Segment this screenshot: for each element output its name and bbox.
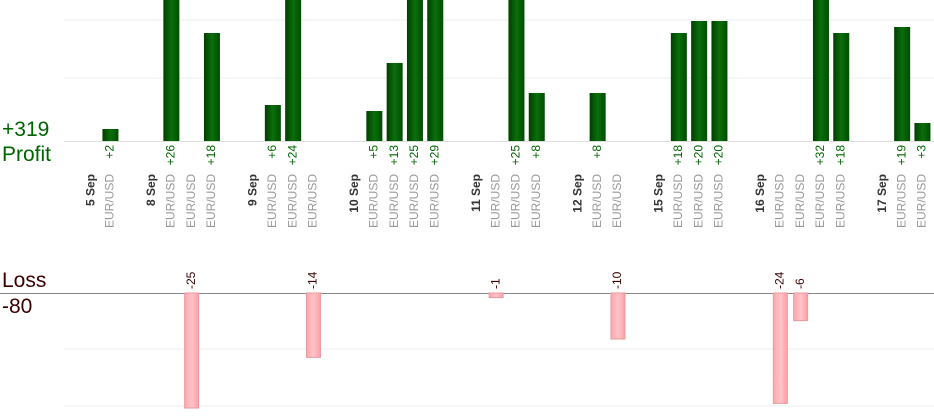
pair-label: EUR/USD [407, 174, 421, 228]
loss-value-label: -14 [306, 271, 320, 289]
pair-label: EUR/USD [793, 174, 807, 228]
profit-value-label: +25 [509, 145, 523, 166]
loss-value-label: -24 [773, 271, 787, 289]
loss-label: Loss [2, 269, 47, 292]
loss-value-label: -25 [184, 271, 198, 289]
pair-label: EUR/USD [184, 174, 198, 228]
pair-label: EUR/USD [164, 174, 178, 228]
profit-bar [366, 111, 383, 141]
profit-value-label: +13 [387, 145, 401, 166]
profit-value-label: +18 [833, 145, 847, 166]
profit-label: Profit [2, 143, 52, 166]
pair-label: EUR/USD [488, 174, 502, 228]
date-label: 16 Sep [753, 174, 767, 213]
pair-label: EUR/USD [712, 174, 726, 228]
loss-bar [772, 292, 788, 404]
pair-label: EUR/USD [773, 174, 787, 228]
profit-value-label: +25 [407, 145, 421, 166]
loss-bar [610, 292, 626, 340]
pair-label: EUR/USD [529, 174, 543, 228]
profit-value-label: +20 [691, 145, 705, 166]
date-label: 9 Sep [246, 174, 260, 206]
profit-bar [406, 0, 423, 141]
profit-value-label: +20 [712, 145, 726, 166]
profit-bar [264, 105, 281, 141]
loss-value-label: -1 [488, 278, 502, 289]
pair-label: EUR/USD [427, 174, 441, 228]
profit-value-label: +2 [103, 145, 117, 159]
profit-value-label: +18 [204, 145, 218, 166]
pair-label: EUR/USD [387, 174, 401, 228]
date-label: 5 Sep [83, 174, 97, 206]
profit-bar [670, 33, 687, 141]
profit-bar [711, 21, 728, 141]
profit-bar [691, 21, 708, 141]
profit-value-label: +29 [427, 145, 441, 166]
profit-total: +319 [2, 118, 50, 141]
pair-label: EUR/USD [367, 174, 381, 228]
profit-bar [894, 27, 911, 141]
profit-value-label: +5 [367, 145, 381, 159]
pair-label: EUR/USD [509, 174, 523, 228]
profit-bar [203, 33, 220, 141]
pair-label: EUR/USD [915, 174, 929, 228]
loss-total: -80 [2, 295, 33, 318]
profit-bar [508, 0, 525, 141]
pair-label: EUR/USD [103, 174, 117, 228]
profit-value-label: +32 [813, 145, 827, 166]
pair-label: EUR/USD [691, 174, 705, 228]
profit-bar [528, 93, 545, 141]
loss-bar [184, 292, 200, 409]
pair-label: EUR/USD [813, 174, 827, 228]
profit-bar [812, 0, 829, 141]
profit-bar [427, 0, 444, 141]
profit-value-label: +8 [590, 145, 604, 159]
profit-value-label: +24 [285, 145, 299, 166]
profit-bar [833, 33, 850, 141]
loss-value-label: -6 [793, 278, 807, 289]
pair-label: EUR/USD [671, 174, 685, 228]
date-label: 8 Sep [144, 174, 158, 206]
profit-bar [386, 63, 403, 141]
date-label: 17 Sep [875, 174, 889, 213]
date-label: 11 Sep [469, 174, 483, 212]
date-label: 10 Sep [347, 174, 361, 213]
profit-bar [102, 129, 119, 141]
labels: 5 Sep EUR/USD +2 8 Sep EUR/USD +26 EUR/USD -25 E… [83, 145, 928, 289]
date-label: 15 Sep [652, 174, 666, 213]
profit-bar [163, 0, 180, 141]
profit-value-label: +18 [671, 145, 685, 166]
loss-bar [793, 292, 809, 322]
loss-bar [488, 292, 504, 299]
bars [102, 0, 931, 409]
pair-label: EUR/USD [265, 174, 279, 228]
pair-label: EUR/USD [306, 174, 320, 228]
pair-label: EUR/USD [894, 174, 908, 228]
pair-label: EUR/USD [610, 174, 624, 228]
profit-value-label: +6 [265, 145, 279, 159]
pair-label: EUR/USD [590, 174, 604, 228]
profit-bar [589, 93, 606, 141]
loss-bar [305, 292, 321, 358]
profit-bar [914, 123, 931, 141]
profit-value-label: +8 [529, 145, 543, 159]
profit-bar [285, 0, 302, 141]
pair-label: EUR/USD [833, 174, 847, 228]
pair-label: EUR/USD [285, 174, 299, 228]
profit-value-label: +3 [915, 145, 929, 159]
profit-value-label: +19 [894, 145, 908, 166]
date-label: 12 Sep [571, 174, 585, 213]
loss-value-label: -10 [610, 271, 624, 289]
pair-label: EUR/USD [204, 174, 218, 228]
profit-value-label: +26 [164, 145, 178, 166]
